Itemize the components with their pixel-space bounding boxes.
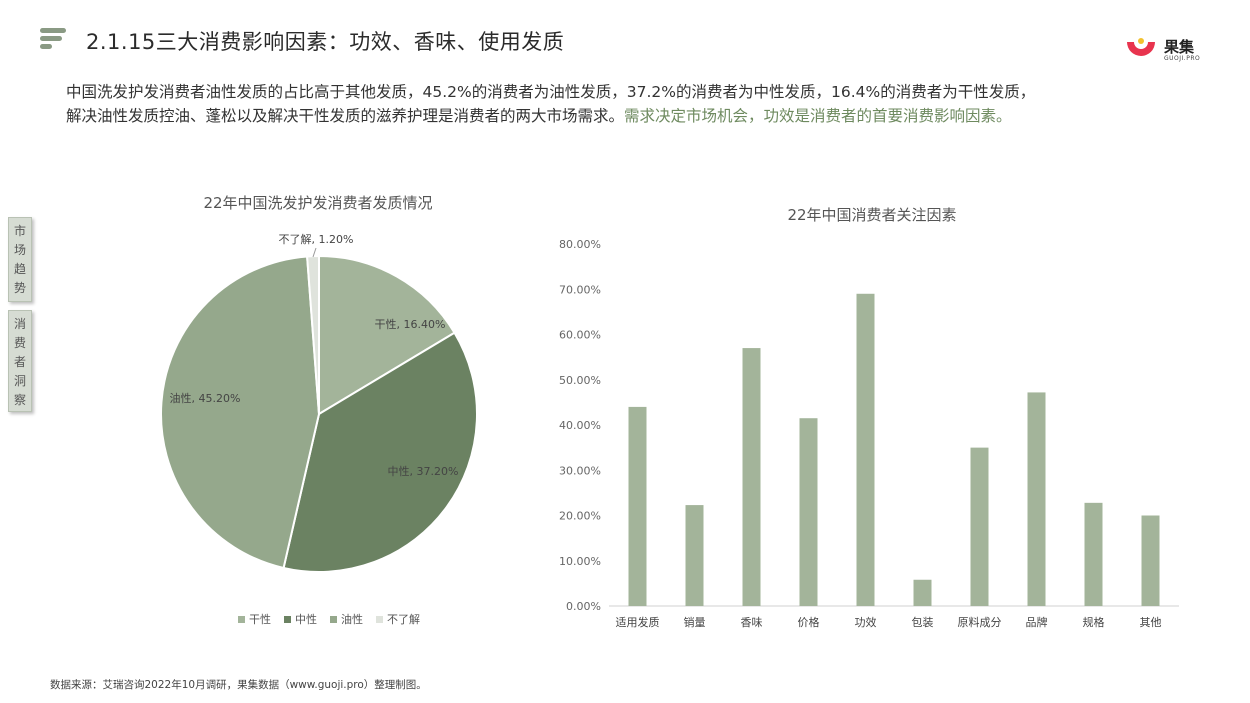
y-tick-label: 80.00% xyxy=(559,238,601,251)
y-tick-label: 10.00% xyxy=(559,555,601,568)
y-tick-label: 0.00% xyxy=(566,600,601,613)
pie-slice xyxy=(160,255,321,570)
side-tab-char: 势 xyxy=(13,281,26,295)
page-title: 2.1.15三大消费影响因素：功效、香味、使用发质 xyxy=(86,30,565,54)
side-tab-char: 察 xyxy=(13,393,26,407)
bar xyxy=(913,579,932,606)
pie-legend: 干性 中性 油性 不了解 xyxy=(238,612,420,626)
side-tab-char: 消 xyxy=(13,317,26,331)
intro-highlight: 需求决定市场机会，功效是消费者的首要消费影响因素。 xyxy=(624,107,1012,125)
x-tick-label: 规格 xyxy=(1083,615,1105,629)
x-tick-label: 香味 xyxy=(741,616,763,629)
bar xyxy=(1084,502,1103,606)
x-tick-label: 销量 xyxy=(684,615,706,629)
bar xyxy=(1141,515,1160,606)
bar-bars xyxy=(628,293,1160,606)
bar xyxy=(856,293,875,606)
pie-chart-title: 22年中国洗发护发消费者发质情况 xyxy=(203,194,432,212)
bar xyxy=(628,406,647,606)
x-tick-label: 原料成分 xyxy=(958,615,1002,629)
source-note: 数据来源：艾瑞咨询2022年10月调研，果集数据（www.guoji.pro）整… xyxy=(50,679,427,691)
pie-leader-line xyxy=(312,247,317,258)
y-tick-label: 70.00% xyxy=(559,283,601,296)
intro-line-2: 解决油性发质控油、蓬松以及解决干性发质的滋养护理是消费者的两大市场需求。需求决定… xyxy=(66,104,1206,128)
x-tick-label: 品牌 xyxy=(1026,615,1048,629)
bar-y-ticks: 0.00% 10.00% 20.00% 30.00% 40.00% 50.00% 60.00… xyxy=(559,238,601,613)
pie-labels: 干性, 16.40% 中性, 37.20% 油性, 45.20% 不了解, 1.20% xyxy=(170,232,459,478)
pie-slices xyxy=(160,254,478,573)
bar xyxy=(970,447,989,606)
pie-data-label: 干性, 16.40% xyxy=(375,317,446,331)
intro-paragraph: 中国洗发护发消费者油性发质的占比高于其他发质，45.2%的消费者为油性发质，37… xyxy=(66,80,1206,128)
x-tick-label: 适用发质 xyxy=(616,615,660,629)
y-tick-label: 50.00% xyxy=(559,374,601,387)
legend-swatch xyxy=(330,616,337,623)
brand-logo: 果集 GUOJI.PRO xyxy=(1124,34,1204,64)
y-tick-label: 30.00% xyxy=(559,464,601,477)
brand-name: 果集 xyxy=(1164,38,1195,56)
x-tick-label: 功效 xyxy=(855,615,877,629)
side-tab-market-trend[interactable]: 市 场 趋 势 xyxy=(8,217,32,302)
y-tick-label: 60.00% xyxy=(559,329,601,342)
bar-chart-title: 22年中国消费者关注因素 xyxy=(787,206,956,224)
side-tab-char: 场 xyxy=(13,243,26,257)
bar xyxy=(685,505,704,606)
pie-slice xyxy=(318,254,456,416)
brand-sub: GUOJI.PRO xyxy=(1164,55,1201,62)
side-tab-char: 洞 xyxy=(13,374,26,388)
y-tick-label: 20.00% xyxy=(559,510,601,523)
side-tab-char: 者 xyxy=(13,355,26,369)
bar-categories: 适用发质 销量 香味 价格 功效 包装 原料成分 品牌 规格 其他 xyxy=(616,615,1162,629)
side-tab-char: 市 xyxy=(13,224,26,238)
bar xyxy=(742,348,761,606)
bar-chart: 22年中国消费者关注因素 0.00% 10.00% 20.00% 30.00% 40.0… xyxy=(559,206,1179,629)
logo-mark-icon xyxy=(1127,38,1155,56)
x-tick-label: 价格 xyxy=(798,615,820,629)
pie-chart: 22年中国洗发护发消费者发质情况 干性, 16.40% 中性, 37.20% 油性,… xyxy=(160,194,478,626)
legend-label: 中性 xyxy=(295,612,317,626)
pie-data-label: 油性, 45.20% xyxy=(170,391,241,405)
side-tab-consumer-insight[interactable]: 消 费 者 洞 察 xyxy=(8,310,32,412)
side-tab-char: 趋 xyxy=(13,262,26,276)
bar xyxy=(1027,392,1046,606)
pie-slice xyxy=(282,331,478,573)
legend-label: 干性 xyxy=(249,612,271,626)
menu-icon[interactable] xyxy=(40,28,66,50)
legend-swatch xyxy=(238,616,245,623)
y-tick-label: 40.00% xyxy=(559,419,601,432)
side-tab-char: 费 xyxy=(13,336,26,350)
pie-data-label: 中性, 37.20% xyxy=(388,464,459,478)
legend-swatch xyxy=(284,616,291,623)
bar xyxy=(799,418,818,606)
x-tick-label: 其他 xyxy=(1140,616,1162,629)
x-tick-label: 包装 xyxy=(912,616,934,629)
legend-label: 不了解 xyxy=(387,612,420,626)
legend-label: 油性 xyxy=(341,612,363,626)
intro-line-2-text: 解决油性发质控油、蓬松以及解决干性发质的滋养护理是消费者的两大市场需求。 xyxy=(66,107,625,125)
pie-data-label: 不了解, 1.20% xyxy=(279,232,354,246)
intro-line-1: 中国洗发护发消费者油性发质的占比高于其他发质，45.2%的消费者为油性发质，37… xyxy=(66,83,1036,101)
legend-swatch xyxy=(376,616,383,623)
